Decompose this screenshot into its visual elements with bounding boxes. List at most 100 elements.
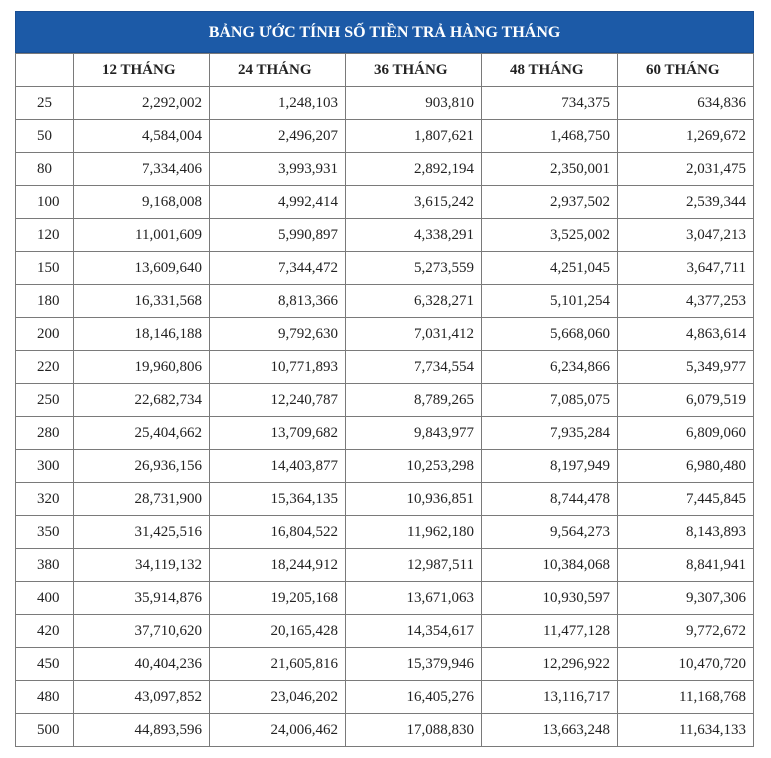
cell-60-months: 5,349,977	[617, 350, 754, 384]
cell-amount: 400	[15, 581, 74, 615]
cell-48-months: 5,668,060	[481, 317, 618, 351]
table-row: 320 28,731,900 15,364,135 10,936,851 8,744,4…	[15, 482, 754, 516]
cell-24-months: 1,248,103	[209, 86, 346, 120]
cell-12-months: 9,168,008	[73, 185, 210, 219]
cell-36-months: 5,273,559	[345, 251, 482, 285]
table-row: 300 26,936,156 14,403,877 10,253,298 8,197,9…	[15, 449, 754, 483]
cell-48-months: 12,296,922	[481, 647, 618, 681]
cell-60-months: 3,647,711	[617, 251, 754, 285]
cell-amount: 50	[15, 119, 74, 153]
cell-48-months: 8,744,478	[481, 482, 618, 516]
cell-amount: 80	[15, 152, 74, 186]
cell-24-months: 2,496,207	[209, 119, 346, 153]
cell-24-months: 12,240,787	[209, 383, 346, 417]
cell-amount: 25	[15, 86, 74, 120]
cell-36-months: 9,843,977	[345, 416, 482, 450]
cell-amount: 450	[15, 647, 74, 681]
cell-48-months: 11,477,128	[481, 614, 618, 648]
cell-12-months: 25,404,662	[73, 416, 210, 450]
cell-60-months: 7,445,845	[617, 482, 754, 516]
cell-24-months: 16,804,522	[209, 515, 346, 549]
table-row: 480 43,097,852 23,046,202 16,405,276 13,116,…	[15, 680, 754, 714]
cell-36-months: 13,671,063	[345, 581, 482, 615]
cell-12-months: 19,960,806	[73, 350, 210, 384]
cell-36-months: 10,253,298	[345, 449, 482, 483]
payment-table-container: BẢNG ƯỚC TÍNH SỐ TIỀN TRẢ HÀNG THÁNG 12 …	[15, 11, 754, 747]
cell-60-months: 2,031,475	[617, 152, 754, 186]
cell-48-months: 1,468,750	[481, 119, 618, 153]
cell-24-months: 7,344,472	[209, 251, 346, 285]
cell-24-months: 10,771,893	[209, 350, 346, 384]
table-row: 280 25,404,662 13,709,682 9,843,977 7,935,28…	[15, 416, 754, 450]
cell-12-months: 34,119,132	[73, 548, 210, 582]
cell-12-months: 16,331,568	[73, 284, 210, 318]
cell-60-months: 1,269,672	[617, 119, 754, 153]
cell-48-months: 7,935,284	[481, 416, 618, 450]
cell-36-months: 7,031,412	[345, 317, 482, 351]
cell-12-months: 18,146,188	[73, 317, 210, 351]
cell-60-months: 6,980,480	[617, 449, 754, 483]
cell-amount: 380	[15, 548, 74, 582]
cell-36-months: 16,405,276	[345, 680, 482, 714]
table-row: 120 11,001,609 5,990,897 4,338,291 3,525,002…	[15, 218, 754, 252]
cell-36-months: 10,936,851	[345, 482, 482, 516]
table-row: 150 13,609,640 7,344,472 5,273,559 4,251,045…	[15, 251, 754, 285]
table-row: 50 4,584,004 2,496,207 1,807,621 1,468,750 1,…	[15, 119, 754, 153]
cell-amount: 480	[15, 680, 74, 714]
cell-12-months: 11,001,609	[73, 218, 210, 252]
cell-60-months: 11,168,768	[617, 680, 754, 714]
cell-60-months: 6,809,060	[617, 416, 754, 450]
cell-24-months: 15,364,135	[209, 482, 346, 516]
cell-12-months: 43,097,852	[73, 680, 210, 714]
cell-36-months: 6,328,271	[345, 284, 482, 318]
cell-60-months: 8,841,941	[617, 548, 754, 582]
column-header-36: 36 THÁNG	[345, 53, 482, 87]
header-row: 12 THÁNG 24 THÁNG 36 THÁNG 48 THÁNG 60 T…	[15, 53, 754, 87]
table-row: 380 34,119,132 18,244,912 12,987,511 10,384,…	[15, 548, 754, 582]
table-row: 80 7,334,406 3,993,931 2,892,194 2,350,001 2,…	[15, 152, 754, 186]
cell-36-months: 11,962,180	[345, 515, 482, 549]
cell-48-months: 3,525,002	[481, 218, 618, 252]
cell-48-months: 6,234,866	[481, 350, 618, 384]
cell-60-months: 3,047,213	[617, 218, 754, 252]
cell-amount: 300	[15, 449, 74, 483]
cell-amount: 200	[15, 317, 74, 351]
cell-60-months: 4,863,614	[617, 317, 754, 351]
table-row: 200 18,146,188 9,792,630 7,031,412 5,668,060…	[15, 317, 754, 351]
cell-48-months: 734,375	[481, 86, 618, 120]
cell-amount: 500	[15, 713, 74, 747]
cell-60-months: 6,079,519	[617, 383, 754, 417]
cell-24-months: 23,046,202	[209, 680, 346, 714]
cell-24-months: 3,993,931	[209, 152, 346, 186]
table-row: 420 37,710,620 20,165,428 14,354,617 11,477,…	[15, 614, 754, 648]
table-row: 450 40,404,236 21,605,816 15,379,946 12,296,…	[15, 647, 754, 681]
table-row: 100 9,168,008 4,992,414 3,615,242 2,937,502 2…	[15, 185, 754, 219]
cell-amount: 180	[15, 284, 74, 318]
cell-60-months: 2,539,344	[617, 185, 754, 219]
column-header-60: 60 THÁNG	[617, 53, 754, 87]
cell-24-months: 5,990,897	[209, 218, 346, 252]
cell-amount: 220	[15, 350, 74, 384]
monthly-payment-table: 12 THÁNG 24 THÁNG 36 THÁNG 48 THÁNG 60 T…	[15, 53, 754, 747]
column-header-12: 12 THÁNG	[73, 53, 210, 87]
cell-24-months: 19,205,168	[209, 581, 346, 615]
cell-36-months: 17,088,830	[345, 713, 482, 747]
cell-24-months: 18,244,912	[209, 548, 346, 582]
cell-48-months: 4,251,045	[481, 251, 618, 285]
cell-36-months: 3,615,242	[345, 185, 482, 219]
cell-24-months: 8,813,366	[209, 284, 346, 318]
cell-36-months: 1,807,621	[345, 119, 482, 153]
cell-amount: 280	[15, 416, 74, 450]
cell-60-months: 8,143,893	[617, 515, 754, 549]
cell-36-months: 15,379,946	[345, 647, 482, 681]
column-header-48: 48 THÁNG	[481, 53, 618, 87]
table-row: 350 31,425,516 16,804,522 11,962,180 9,564,2…	[15, 515, 754, 549]
cell-12-months: 26,936,156	[73, 449, 210, 483]
cell-24-months: 24,006,462	[209, 713, 346, 747]
cell-amount: 420	[15, 614, 74, 648]
table-row: 250 22,682,734 12,240,787 8,789,265 7,085,07…	[15, 383, 754, 417]
column-header-corner	[15, 53, 74, 87]
cell-36-months: 903,810	[345, 86, 482, 120]
cell-48-months: 2,350,001	[481, 152, 618, 186]
cell-amount: 250	[15, 383, 74, 417]
